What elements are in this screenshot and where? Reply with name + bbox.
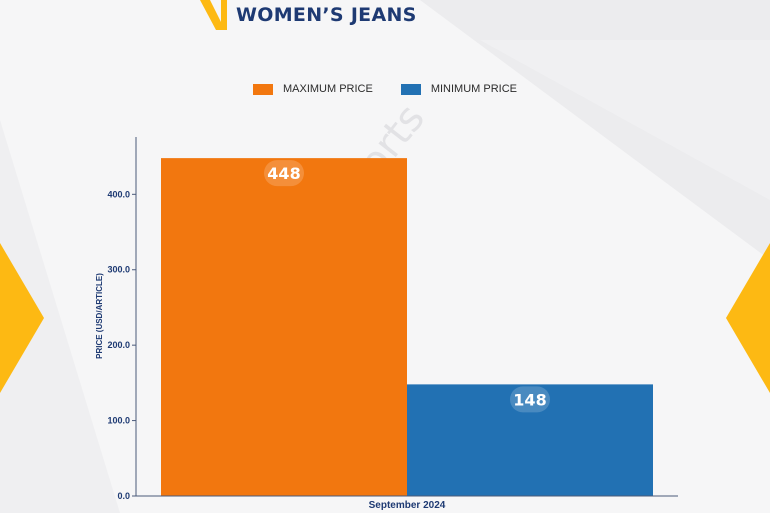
left-arrow-icon [0,243,44,393]
legend-label-min: MINIMUM PRICE [430,83,517,95]
y-tick-label: 100.0 [107,416,130,426]
y-tick-label: 200.0 [107,340,130,350]
legend-swatch-max [252,83,273,95]
y-tick-label: 400.0 [107,189,130,199]
legend-item-min: MINIMUM PRICE [400,83,517,95]
legend-swatch-min [400,83,421,95]
legend-item-max: MAXIMUM PRICE [252,83,373,95]
page-title: WOMEN’S JEANS [236,4,417,26]
right-arrow-icon [726,243,770,393]
y-tick-label: 0.0 [117,491,130,501]
y-axis-label: PRICE (USD/ARTICLE) [95,273,104,359]
data-label-background [510,386,550,413]
x-tick-label: September 2024 [369,500,446,511]
chart-legend: MAXIMUM PRICE MINIMUM PRICE [0,83,770,95]
data-label-minimum: 148 [513,390,546,409]
legend-label-max: MAXIMUM PRICE [282,83,373,95]
data-label-background [264,160,304,187]
y-tick-label: 300.0 [107,265,130,275]
title-accent-icon [200,0,227,30]
bar-minimum-price [407,384,653,496]
bar-maximum-price [161,158,407,496]
data-label-maximum: 448 [267,164,300,183]
